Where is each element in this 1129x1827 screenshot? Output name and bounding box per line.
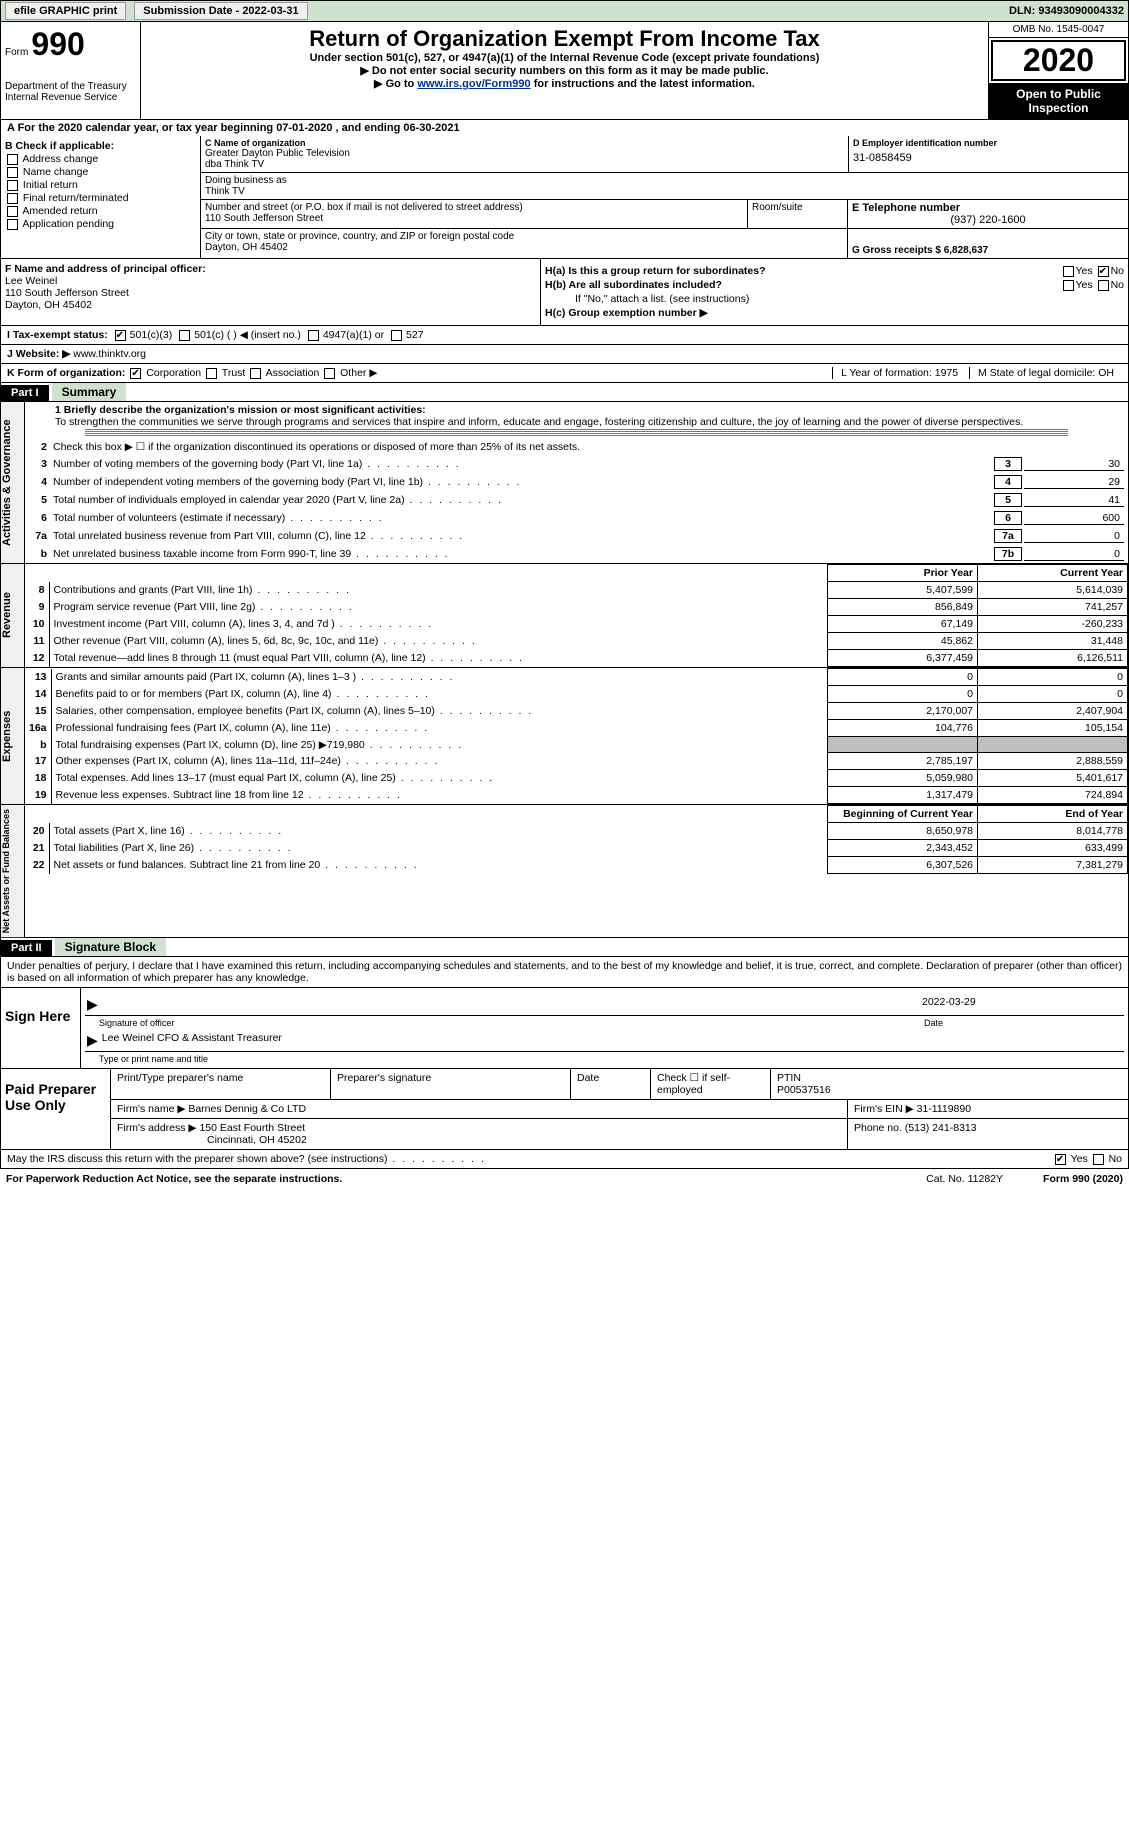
firm-ein: Firm's EIN ▶ 31-1119890	[848, 1100, 1128, 1118]
form-title: Return of Organization Exempt From Incom…	[149, 26, 980, 52]
chk-initial-return[interactable]	[7, 180, 18, 191]
sign-here-label: Sign Here	[1, 988, 81, 1068]
mission-text: To strengthen the communities we serve t…	[55, 416, 1023, 428]
line2-text: Check this box ▶ ☐ if the organization d…	[53, 441, 1124, 453]
tax-period: A For the 2020 calendar year, or tax yea…	[0, 120, 1129, 136]
officer-addr: 110 South Jefferson Street	[5, 287, 129, 299]
vtab-governance: Activities & Governance	[1, 402, 25, 563]
topbar: efile GRAPHIC print Submission Date - 20…	[0, 0, 1129, 22]
suite-label: Room/suite	[752, 202, 843, 213]
vtab-netassets: Net Assets or Fund Balances	[1, 805, 25, 937]
part2-header: Part II	[1, 940, 52, 956]
ssn-warning: ▶ Do not enter social security numbers o…	[149, 64, 980, 77]
vtab-expenses: Expenses	[1, 668, 25, 804]
chk-501c3[interactable]	[115, 330, 126, 341]
org-name: Greater Dayton Public Television	[205, 148, 844, 159]
form-subtitle: Under section 501(c), 527, or 4947(a)(1)…	[149, 52, 980, 64]
dba-value: Think TV	[205, 186, 1124, 197]
chk-address-change[interactable]	[7, 154, 18, 165]
form-id: Form 990 (2020)	[1043, 1173, 1123, 1185]
part2-title: Signature Block	[55, 938, 166, 956]
netassets-table: Beginning of Current YearEnd of Year 20T…	[25, 805, 1128, 874]
chk-trust[interactable]	[206, 368, 217, 379]
chk-ha-yes[interactable]	[1063, 266, 1074, 277]
open-inspection: Open to Public Inspection	[989, 83, 1128, 119]
city-value: Dayton, OH 45402	[205, 242, 843, 253]
phone: (937) 220-1600	[852, 214, 1124, 226]
dept-treasury: Department of the Treasury	[5, 81, 136, 92]
chk-discuss-yes[interactable]	[1055, 1154, 1066, 1165]
header-boxes: B Check if applicable: Address change Na…	[0, 136, 1129, 259]
chk-discuss-no[interactable]	[1093, 1154, 1104, 1165]
catalog-number: Cat. No. 11282Y	[926, 1173, 1003, 1185]
box-c-label: C Name of organization	[205, 138, 844, 148]
chk-hb-no[interactable]	[1098, 280, 1109, 291]
state-domicile: M State of legal domicile: OH	[969, 367, 1122, 379]
chk-other[interactable]	[324, 368, 335, 379]
chk-name-change[interactable]	[7, 167, 18, 178]
addr-label: Number and street (or P.O. box if mail i…	[205, 202, 743, 213]
irs-link[interactable]: www.irs.gov/Form990	[417, 78, 530, 90]
chk-hb-yes[interactable]	[1063, 280, 1074, 291]
chk-501c[interactable]	[179, 330, 190, 341]
box-d-label: D Employer identification number	[853, 138, 1124, 148]
chk-association[interactable]	[250, 368, 261, 379]
revenue-table: Prior YearCurrent Year 8Contributions an…	[25, 564, 1128, 667]
form-word: Form	[5, 47, 28, 58]
form-header: Form 990 Department of the Treasury Inte…	[0, 22, 1129, 120]
chk-ha-no[interactable]	[1098, 266, 1109, 277]
discuss-row: May the IRS discuss this return with the…	[0, 1150, 1129, 1169]
website-url: www.thinktv.org	[73, 348, 146, 360]
chk-final-return[interactable]	[7, 193, 18, 204]
goto-line: ▶ Go to www.irs.gov/Form990 for instruct…	[149, 77, 980, 90]
part1-header: Part I	[1, 385, 49, 401]
org-dba-line: dba Think TV	[205, 159, 844, 170]
year-formation: L Year of formation: 1975	[832, 367, 966, 379]
firm-address: 150 East Fourth Street	[199, 1122, 305, 1134]
part1-title: Summary	[52, 383, 127, 401]
website-row: J Website: ▶ www.thinktv.org	[0, 345, 1129, 364]
city-label: City or town, state or province, country…	[205, 231, 843, 242]
ein: 31-0858459	[853, 148, 1124, 168]
box-f-label: F Name and address of principal officer:	[5, 263, 206, 275]
chk-corporation[interactable]	[130, 368, 141, 379]
officer-name: Lee Weinel	[5, 275, 57, 287]
firm-name: Barnes Dennig & Co LTD	[188, 1103, 306, 1115]
submission-date-button[interactable]: Submission Date - 2022-03-31	[134, 2, 307, 20]
sign-block: Sign Here ▶2022-03-29 Signature of offic…	[0, 988, 1129, 1069]
ptin: P00537516	[777, 1084, 831, 1096]
irs-label: Internal Revenue Service	[5, 92, 136, 103]
line1-label: 1 Briefly describe the organization's mi…	[55, 404, 426, 416]
officer-city: Dayton, OH 45402	[5, 299, 92, 311]
chk-4947[interactable]	[308, 330, 319, 341]
form-number: 990	[31, 26, 84, 62]
chk-application-pending[interactable]	[7, 219, 18, 230]
chk-amended-return[interactable]	[7, 206, 18, 217]
preparer-block: Paid Preparer Use Only Print/Type prepar…	[0, 1069, 1129, 1150]
street-address: 110 South Jefferson Street	[205, 213, 743, 224]
box-e-label: E Telephone number	[852, 202, 1124, 214]
paid-preparer-label: Paid Preparer Use Only	[1, 1069, 111, 1149]
firm-phone: Phone no. (513) 241-8313	[848, 1119, 1128, 1149]
tax-year: 2020	[991, 40, 1126, 81]
gross-receipts: G Gross receipts $ 6,828,637	[852, 245, 1124, 256]
footer: For Paperwork Reduction Act Notice, see …	[0, 1169, 1129, 1189]
expenses-table: 13Grants and similar amounts paid (Part …	[25, 668, 1128, 804]
dba-label: Doing business as	[205, 175, 1124, 186]
penalty-text: Under penalties of perjury, I declare th…	[0, 957, 1129, 988]
fgh-row: F Name and address of principal officer:…	[0, 259, 1129, 326]
form-of-org: K Form of organization: Corporation Trus…	[0, 364, 1129, 383]
vtab-revenue: Revenue	[1, 564, 25, 667]
tax-exempt-status: I Tax-exempt status: 501(c)(3) 501(c) ( …	[0, 326, 1129, 345]
chk-527[interactable]	[391, 330, 402, 341]
officer-signature-name: Lee Weinel CFO & Assistant Treasurer	[102, 1032, 282, 1049]
omb-number: OMB No. 1545-0047	[989, 22, 1128, 38]
dln-label: DLN: 93493090004332	[1009, 5, 1124, 17]
pra-notice: For Paperwork Reduction Act Notice, see …	[6, 1173, 342, 1185]
efile-print-button[interactable]: efile GRAPHIC print	[5, 2, 126, 20]
box-b-label: B Check if applicable:	[5, 140, 196, 152]
